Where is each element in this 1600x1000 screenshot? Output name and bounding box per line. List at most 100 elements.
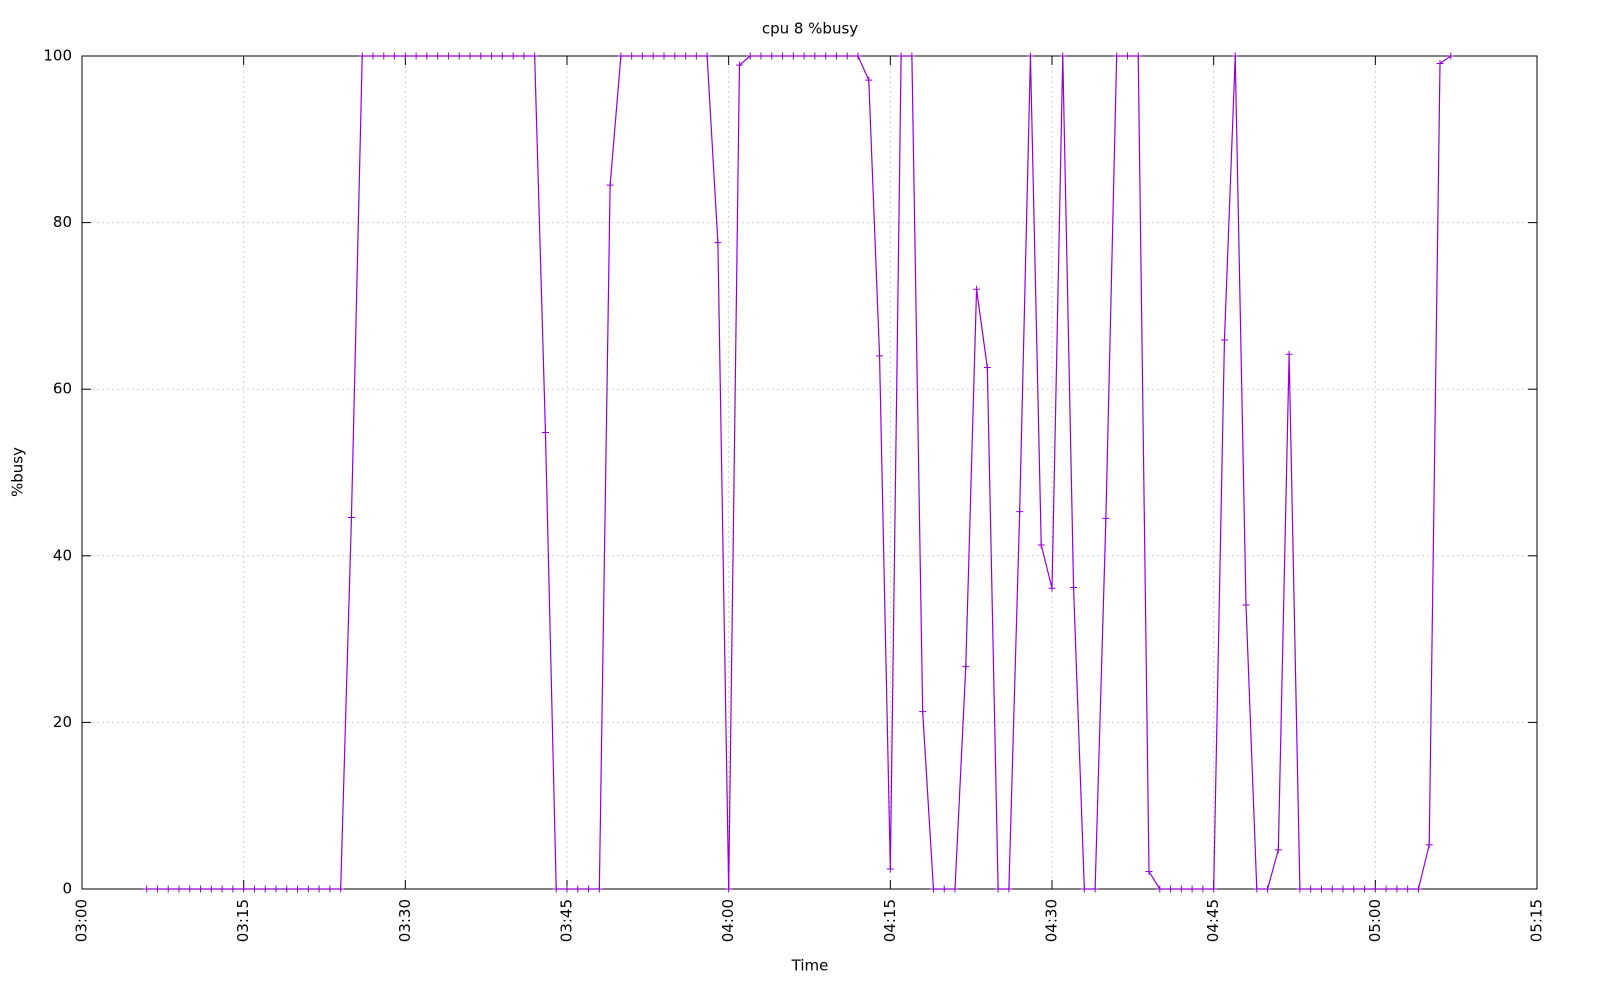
data-point xyxy=(929,885,937,893)
data-point xyxy=(1296,885,1304,893)
data-point xyxy=(822,52,830,60)
data-point xyxy=(401,52,409,60)
data-point xyxy=(423,52,431,60)
data-point xyxy=(735,61,743,69)
data-point xyxy=(412,52,420,60)
y-tick-label: 80 xyxy=(53,213,72,231)
data-point xyxy=(671,52,679,60)
data-point xyxy=(1274,846,1282,854)
data-point xyxy=(757,52,765,60)
data-point xyxy=(1425,841,1433,849)
y-tick-label: 20 xyxy=(53,713,72,731)
data-point xyxy=(725,885,733,893)
data-point xyxy=(1436,59,1444,67)
data-point xyxy=(1307,885,1315,893)
data-point xyxy=(1242,601,1250,609)
x-tick-label: 03:15 xyxy=(234,899,252,942)
data-point xyxy=(186,885,194,893)
data-point xyxy=(1447,52,1455,60)
data-point xyxy=(434,52,442,60)
data-point xyxy=(218,885,226,893)
data-point xyxy=(1210,885,1218,893)
data-point xyxy=(628,52,636,60)
data-point xyxy=(1231,52,1239,60)
data-point xyxy=(229,885,237,893)
data-point xyxy=(714,239,722,247)
data-point xyxy=(1339,885,1347,893)
data-point xyxy=(488,52,496,60)
x-tick-label: 04:15 xyxy=(881,899,899,942)
data-point xyxy=(250,885,258,893)
data-point xyxy=(973,285,981,293)
data-point xyxy=(1037,541,1045,549)
data-point xyxy=(832,52,840,60)
x-tick-label: 03:30 xyxy=(396,899,414,942)
data-point xyxy=(207,885,215,893)
data-point xyxy=(283,885,291,893)
data-point xyxy=(369,52,377,60)
data-point xyxy=(876,352,884,360)
data-point xyxy=(843,52,851,60)
data-point xyxy=(800,52,808,60)
y-axis-label: %busy xyxy=(9,447,27,497)
data-point xyxy=(1361,885,1369,893)
data-point xyxy=(358,52,366,60)
data-point xyxy=(153,885,161,893)
data-point xyxy=(1404,885,1412,893)
data-point xyxy=(520,52,528,60)
data-point xyxy=(1393,885,1401,893)
data-point xyxy=(1113,52,1121,60)
x-tick-label: 05:15 xyxy=(1528,899,1546,942)
data-point xyxy=(703,52,711,60)
data-point xyxy=(1382,885,1390,893)
data-point xyxy=(444,52,452,60)
data-point xyxy=(326,885,334,893)
data-point xyxy=(498,52,506,60)
data-point xyxy=(1048,584,1056,592)
y-tick-label: 100 xyxy=(43,47,72,65)
data-point xyxy=(1156,885,1164,893)
data-point xyxy=(595,885,603,893)
data-point xyxy=(585,885,593,893)
data-point xyxy=(638,52,646,60)
plot-frame xyxy=(81,55,1538,890)
data-point xyxy=(692,52,700,60)
data-point xyxy=(908,52,916,60)
data-point xyxy=(304,885,312,893)
data-point xyxy=(768,52,776,60)
data-point xyxy=(1188,885,1196,893)
data-point xyxy=(660,52,668,60)
data-point xyxy=(347,513,355,521)
data-point xyxy=(552,885,560,893)
x-tick-label: 04:00 xyxy=(719,899,737,942)
data-point xyxy=(606,181,614,189)
data-point xyxy=(1177,885,1185,893)
data-point xyxy=(746,52,754,60)
data-point xyxy=(541,429,549,437)
data-point xyxy=(865,76,873,84)
data-point xyxy=(1167,885,1175,893)
data-point xyxy=(649,52,657,60)
data-point xyxy=(1264,885,1272,893)
data-point xyxy=(1080,885,1088,893)
data-point xyxy=(261,885,269,893)
data-point xyxy=(1102,514,1110,522)
x-tick-label: 03:00 xyxy=(73,899,91,942)
data-point xyxy=(1026,52,1034,60)
data-point xyxy=(1328,885,1336,893)
data-point xyxy=(1123,52,1131,60)
data-point xyxy=(466,52,474,60)
data-point xyxy=(682,52,690,60)
data-point xyxy=(315,885,323,893)
data-point xyxy=(886,865,894,873)
data-point xyxy=(1199,885,1207,893)
data-point xyxy=(779,52,787,60)
x-tick-label: 05:00 xyxy=(1366,899,1384,942)
data-point xyxy=(789,52,797,60)
chart-title: cpu 8 %busy xyxy=(762,20,858,38)
data-point xyxy=(1059,52,1067,60)
data-point xyxy=(294,885,302,893)
data-point xyxy=(1350,885,1358,893)
x-tick-label: 03:45 xyxy=(558,899,576,942)
data-point xyxy=(477,52,485,60)
